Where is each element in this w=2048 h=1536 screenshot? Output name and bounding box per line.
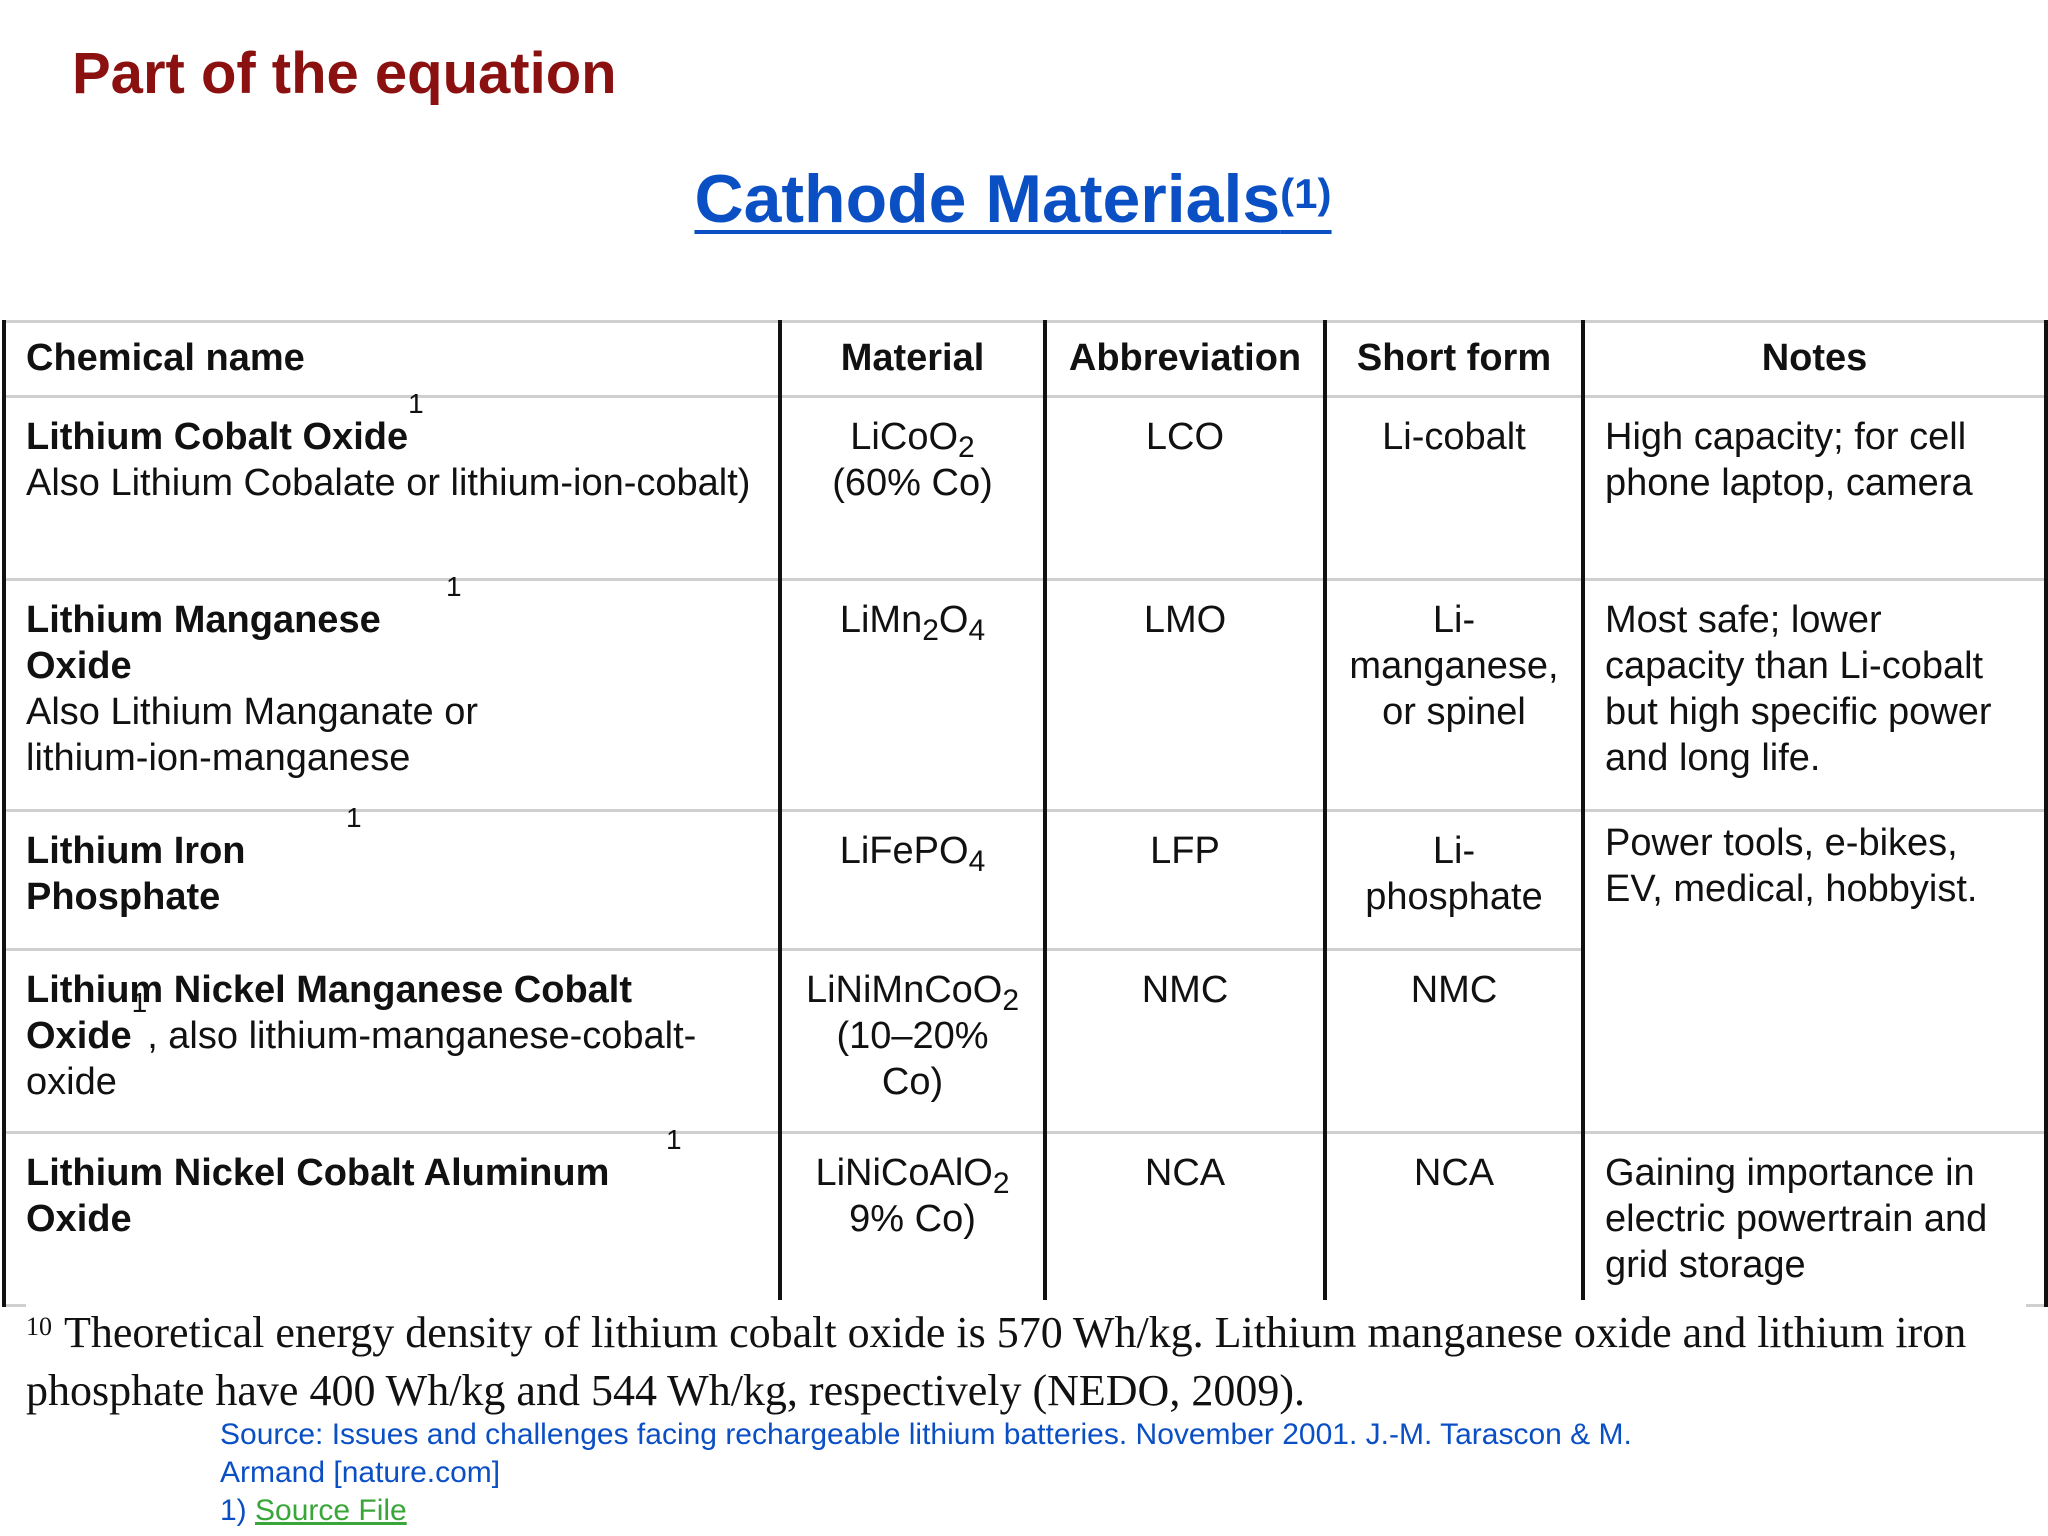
table-row: Lithium Cobalt Oxide1 Also Lithium Cobal…: [2, 390, 2048, 581]
chemical-name: Lithium Nickel Cobalt Aluminum Oxide: [26, 1152, 610, 1240]
formula-text: LiMn: [839, 599, 923, 641]
reference-sup: 1: [446, 571, 462, 602]
formula-subscript: 2: [1002, 984, 1020, 1017]
source-text: Source: Issues and challenges facing rec…: [220, 1418, 1632, 1489]
cobalt-content: (60% Co): [832, 462, 993, 504]
section-heading: Cathode Materials(1): [0, 160, 2026, 238]
header-abbreviation: Abbreviation: [1043, 320, 1327, 398]
formula-text: LiNiCoAlO: [815, 1152, 993, 1194]
table-row: Lithium Manganese Oxide 1 Also Lithium Ma…: [2, 573, 2048, 812]
formula: LiFePO4: [839, 830, 986, 877]
abbreviation-cell: NMC: [1043, 948, 1327, 1134]
formula-text: LiFePO: [839, 830, 969, 872]
formula-subscript: 4: [968, 845, 986, 878]
footnote: 10 Theoretical energy density of lithium …: [26, 1300, 2026, 1420]
formula: LiMn2O4: [839, 599, 985, 646]
header-material: Material: [778, 320, 1047, 398]
header-notes: Notes: [1581, 320, 2048, 398]
chemical-name: Lithium Cobalt Oxide: [26, 416, 409, 458]
formula-subscript: 2: [922, 614, 939, 647]
chemical-name-detail: , also lithium-manganese-cobalt-oxide: [26, 1015, 697, 1103]
short-form-cell: Li-cobalt: [1323, 395, 1585, 581]
formula-subscript: 2: [958, 431, 975, 464]
reference-sup: 1: [131, 987, 148, 1018]
reference-prefix: 1): [220, 1494, 256, 1527]
reference-sup: 1: [666, 1124, 682, 1155]
chemical-name-cell: Lithium Nickel Cobalt Aluminum Oxide 1: [2, 1126, 782, 1307]
cathode-materials-table: Chemical name Material Abbreviation Shor…: [2, 320, 2048, 1307]
source-reference: 1) Source File: [220, 1492, 1740, 1530]
notes-cell: Gaining importance in electric powertrai…: [1581, 1131, 2048, 1307]
cobalt-content: 9% Co): [849, 1198, 976, 1240]
chemical-name: Lithium Nickel Manganese Cobalt Oxide: [26, 969, 632, 1057]
notes-cell: Power tools, e-bikes, EV, medical, hobby…: [1581, 809, 2048, 1134]
short-form-cell: NCA: [1323, 1131, 1585, 1307]
table-header-row: Chemical name Material Abbreviation Shor…: [2, 320, 2048, 398]
formula-subscript: 2: [992, 1167, 1010, 1200]
heading-text: Cathode Materials: [694, 161, 1281, 237]
slide-title: Part of the equation: [72, 41, 617, 106]
chemical-name-detail: Also Lithium Manganate or lithium-ion-ma…: [26, 691, 479, 779]
table-row: Lithium Nickel Cobalt Aluminum Oxide 1 Li…: [2, 1126, 2048, 1307]
material-cell: LiCoO2 (60% Co): [778, 395, 1047, 581]
heading-reference: (1): [1280, 170, 1332, 217]
material-cell: LiNiCoAlO2 9% Co): [778, 1131, 1047, 1307]
notes-cell: High capacity; for cell phone laptop, ca…: [1581, 395, 2048, 581]
formula-text: LiNiMnCoO: [805, 969, 1003, 1011]
chemical-name-cell: Lithium Manganese Oxide 1 Also Lithium Ma…: [2, 573, 782, 812]
chemical-name-cell: Lithium Iron Phosphate 1: [2, 804, 782, 951]
abbreviation-cell: LMO: [1043, 578, 1327, 812]
table-row: Lithium Iron Phosphate 1 LiFePO4 LFP Li-p…: [2, 804, 2048, 1134]
footnote-number: 10: [26, 1312, 52, 1341]
abbreviation-cell: NCA: [1043, 1131, 1327, 1307]
short-form-cell: Li-manganese, or spinel: [1323, 578, 1585, 812]
header-short-form: Short form: [1323, 320, 1585, 398]
short-form-cell: Li-phosphate: [1323, 809, 1585, 951]
cobalt-content: (10–20% Co): [836, 1015, 989, 1103]
formula-subscript: 4: [968, 614, 986, 647]
short-form-cell: NMC: [1323, 948, 1585, 1134]
notes-cell: Most safe; lower capacity than Li-cobalt…: [1581, 578, 2048, 812]
table-row: Lithium Nickel Manganese Cobalt Oxide1, …: [2, 948, 2046, 1134]
chemical-name-cell: Lithium Cobalt Oxide1 Also Lithium Cobal…: [2, 390, 782, 581]
reference-sup: 1: [346, 802, 362, 833]
material-cell: LiMn2O4: [778, 578, 1047, 812]
formula: LiNiMnCoO2: [805, 969, 1019, 1016]
source-file-link[interactable]: Source File: [255, 1494, 407, 1527]
chemical-name: Lithium Iron Phosphate: [26, 830, 246, 918]
cathode-materials-link[interactable]: Cathode Materials(1): [694, 161, 1331, 237]
header-chemical-name: Chemical name: [2, 320, 782, 398]
formula: LiNiCoAlO2: [815, 1152, 1009, 1199]
abbreviation-cell: LCO: [1043, 395, 1327, 581]
abbreviation-cell: LFP: [1043, 809, 1327, 951]
chemical-name-cell: Lithium Nickel Manganese Cobalt Oxide1, …: [2, 948, 782, 1134]
footnote-text: Theoretical energy density of lithium co…: [26, 1308, 1967, 1415]
chemical-name-detail: Also Lithium Cobalate or lithium-ion-cob…: [26, 462, 751, 504]
chemical-name: Lithium Manganese Oxide: [26, 599, 381, 687]
material-cell: LiFePO4: [778, 809, 1047, 951]
reference-sup: 1: [408, 388, 424, 419]
formula-text: LiCoO: [850, 416, 959, 458]
formula-text: O: [938, 599, 969, 641]
source-citation: Source: Issues and challenges facing rec…: [220, 1416, 1740, 1530]
material-cell: LiNiMnCoO2 (10–20% Co): [778, 948, 1047, 1134]
formula: LiCoO2: [850, 416, 974, 463]
